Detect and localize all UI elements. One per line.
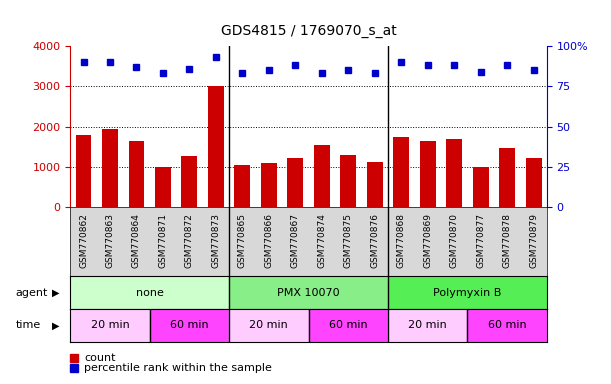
- Bar: [229, 276, 388, 309]
- Bar: [388, 309, 467, 342]
- Bar: [208, 86, 224, 207]
- Bar: [473, 167, 489, 207]
- Text: 60 min: 60 min: [488, 320, 527, 331]
- Bar: [155, 167, 171, 207]
- Bar: [467, 309, 547, 342]
- Bar: [420, 141, 436, 207]
- Bar: [150, 309, 229, 342]
- Text: GSM770875: GSM770875: [344, 213, 353, 268]
- Text: GSM770863: GSM770863: [106, 213, 114, 268]
- Text: GSM770864: GSM770864: [132, 213, 141, 268]
- Text: 20 min: 20 min: [249, 320, 288, 331]
- Text: ▶: ▶: [52, 288, 59, 298]
- Bar: [367, 162, 382, 207]
- Bar: [388, 276, 547, 309]
- Text: GSM770874: GSM770874: [317, 213, 326, 268]
- Text: GSM770878: GSM770878: [503, 213, 511, 268]
- Bar: [340, 155, 356, 207]
- Bar: [261, 163, 277, 207]
- Bar: [128, 141, 144, 207]
- Text: GSM770862: GSM770862: [79, 213, 88, 268]
- Text: time: time: [15, 320, 40, 331]
- Text: GSM770867: GSM770867: [291, 213, 300, 268]
- Bar: [446, 139, 462, 207]
- Bar: [181, 156, 197, 207]
- Text: GSM770873: GSM770873: [211, 213, 221, 268]
- Bar: [525, 158, 541, 207]
- Text: GSM770866: GSM770866: [265, 213, 273, 268]
- Text: count: count: [84, 353, 116, 363]
- Bar: [102, 129, 118, 207]
- Text: GSM770865: GSM770865: [238, 213, 247, 268]
- Bar: [70, 309, 150, 342]
- Text: PMX 10070: PMX 10070: [277, 288, 340, 298]
- Bar: [235, 165, 251, 207]
- Text: none: none: [136, 288, 164, 298]
- Text: GSM770868: GSM770868: [397, 213, 406, 268]
- Bar: [287, 158, 303, 207]
- Bar: [70, 276, 229, 309]
- Text: GSM770877: GSM770877: [476, 213, 485, 268]
- Text: 20 min: 20 min: [90, 320, 130, 331]
- Text: GSM770870: GSM770870: [450, 213, 459, 268]
- Bar: [229, 309, 309, 342]
- Bar: [314, 145, 330, 207]
- Text: GDS4815 / 1769070_s_at: GDS4815 / 1769070_s_at: [221, 25, 397, 38]
- Text: 60 min: 60 min: [170, 320, 209, 331]
- Text: ▶: ▶: [52, 320, 59, 331]
- Bar: [393, 137, 409, 207]
- Text: GSM770871: GSM770871: [158, 213, 167, 268]
- Text: GSM770879: GSM770879: [529, 213, 538, 268]
- Bar: [309, 309, 388, 342]
- Text: agent: agent: [15, 288, 48, 298]
- Bar: [499, 148, 515, 207]
- Text: GSM770872: GSM770872: [185, 213, 194, 268]
- Bar: [76, 135, 92, 207]
- Text: 60 min: 60 min: [329, 320, 368, 331]
- Text: Polymyxin B: Polymyxin B: [433, 288, 502, 298]
- Text: 20 min: 20 min: [408, 320, 447, 331]
- Text: GSM770869: GSM770869: [423, 213, 432, 268]
- Text: percentile rank within the sample: percentile rank within the sample: [84, 363, 272, 373]
- Text: GSM770876: GSM770876: [370, 213, 379, 268]
